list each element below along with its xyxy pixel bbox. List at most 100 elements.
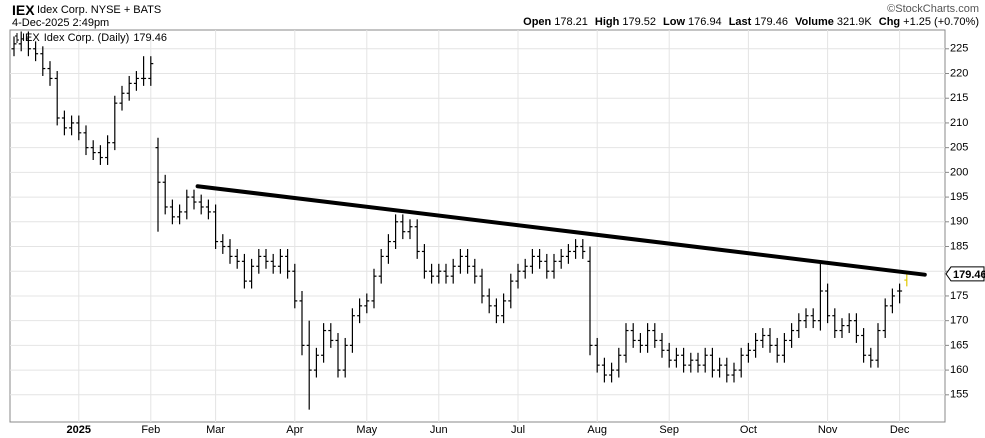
quote-value: 176.94 bbox=[688, 16, 722, 28]
ohlc-bar bbox=[385, 234, 391, 264]
quote-label: Chg bbox=[878, 16, 901, 28]
ohlc-bar bbox=[846, 313, 852, 334]
ohlc-bar bbox=[796, 313, 802, 338]
ohlc-bar bbox=[868, 347, 874, 368]
ohlc-bar bbox=[659, 333, 665, 358]
ohlc-bar bbox=[429, 263, 435, 284]
ohlc-bar bbox=[357, 298, 363, 324]
price-tag-label: 179.46 bbox=[953, 269, 985, 281]
ohlc-bar bbox=[83, 125, 89, 156]
ohlc-bar bbox=[717, 357, 723, 378]
ohlc-bar bbox=[724, 357, 730, 383]
ohlc-bar bbox=[191, 189, 197, 210]
legend-text: IEX Idex Corp. (Daily) 179.46 bbox=[22, 32, 167, 44]
ohlc-bar bbox=[753, 333, 759, 358]
ohlc-bar bbox=[177, 204, 183, 225]
ohlc-bar bbox=[479, 268, 485, 304]
ohlc-bar bbox=[832, 308, 838, 338]
ohlc-bar bbox=[400, 214, 406, 240]
ohlc-bar bbox=[169, 199, 175, 225]
y-tick-label: 205 bbox=[950, 142, 968, 154]
ohlc-bar bbox=[738, 347, 744, 378]
quote-label: Volume bbox=[794, 16, 834, 28]
header: IEX Idex Corp. NYSE + BATS 4-Dec-2025 2:… bbox=[0, 0, 985, 30]
quote-label: Open bbox=[523, 16, 552, 28]
quote-value: 179.52 bbox=[622, 16, 657, 28]
ohlc-bar bbox=[328, 323, 334, 348]
ohlc-bar bbox=[515, 263, 521, 289]
copyright: ©StockCharts.com bbox=[887, 3, 979, 15]
ohlc-bar bbox=[767, 328, 773, 353]
x-tick-label: Feb bbox=[141, 424, 160, 436]
ohlc-bar bbox=[162, 174, 168, 215]
ohlc-bar bbox=[652, 323, 658, 348]
ohlc-bar bbox=[594, 337, 600, 373]
ohlc-bar bbox=[349, 308, 355, 353]
ohlc-bar bbox=[436, 263, 442, 284]
ohlc-bar bbox=[789, 323, 795, 348]
quote-label: Last bbox=[728, 16, 752, 28]
ohlc-bar bbox=[565, 244, 571, 264]
ohlc-bar bbox=[825, 283, 831, 324]
ohlc-bar bbox=[760, 328, 766, 348]
ohlc-bar bbox=[709, 347, 715, 378]
ohlc-bar bbox=[112, 95, 118, 151]
ohlc-bar bbox=[61, 110, 67, 136]
ohlc-bar bbox=[277, 248, 283, 274]
y-tick-label: 185 bbox=[950, 240, 968, 252]
ohlc-bar bbox=[306, 320, 312, 410]
ohlc-bar bbox=[69, 115, 75, 136]
ohlc-bar bbox=[745, 342, 751, 363]
ohlc-bar bbox=[839, 318, 845, 338]
ohlc-bar bbox=[155, 137, 161, 232]
ohlc-bar bbox=[119, 85, 125, 111]
ohlc-bar bbox=[393, 214, 399, 249]
x-tick-label: Jun bbox=[430, 424, 448, 436]
ticker: IEX bbox=[12, 2, 35, 18]
ohlc-bar bbox=[220, 234, 226, 254]
y-tick-label: 195 bbox=[950, 191, 968, 203]
ohlc-bar bbox=[645, 323, 651, 353]
ohlc-bar bbox=[537, 248, 543, 269]
quote-line: Open 178.21 High 179.52 Low 176.94 Last 179.46 V… bbox=[516, 16, 979, 28]
y-tick-label: 210 bbox=[950, 117, 968, 129]
ohlc-bar bbox=[241, 253, 247, 289]
ohlc-bar bbox=[249, 258, 255, 289]
ohlc-bar bbox=[421, 244, 427, 279]
x-tick-label: Nov bbox=[818, 424, 838, 436]
ohlc-bar bbox=[18, 31, 24, 52]
ohlc-bar bbox=[889, 288, 895, 314]
ohlc-bar bbox=[198, 194, 204, 215]
ohlc-bar bbox=[126, 75, 132, 101]
ohlc-bar bbox=[688, 352, 694, 373]
quote-value: 321.9K bbox=[836, 16, 872, 28]
ohlc-bar bbox=[227, 239, 233, 264]
plot-frame bbox=[9, 29, 946, 423]
ohlc-bar bbox=[817, 261, 823, 331]
y-tick-label: 190 bbox=[950, 216, 968, 228]
ohlc-bar bbox=[90, 140, 96, 161]
ohlc-bar bbox=[558, 248, 564, 269]
y-tick-label: 175 bbox=[950, 290, 968, 302]
ohlc-bar bbox=[285, 248, 291, 279]
ohlc-bar bbox=[666, 342, 672, 368]
ohlc-bar bbox=[234, 248, 240, 269]
x-tick-label: 2025 bbox=[67, 424, 91, 436]
ohlc-bar bbox=[148, 56, 154, 86]
x-tick-label: Oct bbox=[740, 424, 757, 436]
ohlc-bar bbox=[364, 293, 370, 314]
x-tick-label: May bbox=[356, 424, 377, 436]
x-tick-label: Aug bbox=[587, 424, 607, 436]
ohlc-bar bbox=[681, 347, 687, 373]
ohlc-bar bbox=[875, 323, 881, 368]
y-tick-label: 165 bbox=[950, 339, 968, 351]
legend-part: IEX bbox=[22, 32, 40, 44]
x-tick-label: Dec bbox=[890, 424, 910, 436]
ohlc-bar bbox=[853, 313, 859, 343]
ohlc-bar bbox=[54, 71, 60, 126]
ohlc-bar bbox=[637, 333, 643, 353]
quote-value: 178.21 bbox=[554, 16, 588, 28]
ohlc-bar bbox=[580, 239, 586, 259]
ohlc-bar bbox=[292, 263, 298, 309]
ohlc-bar bbox=[270, 253, 276, 274]
